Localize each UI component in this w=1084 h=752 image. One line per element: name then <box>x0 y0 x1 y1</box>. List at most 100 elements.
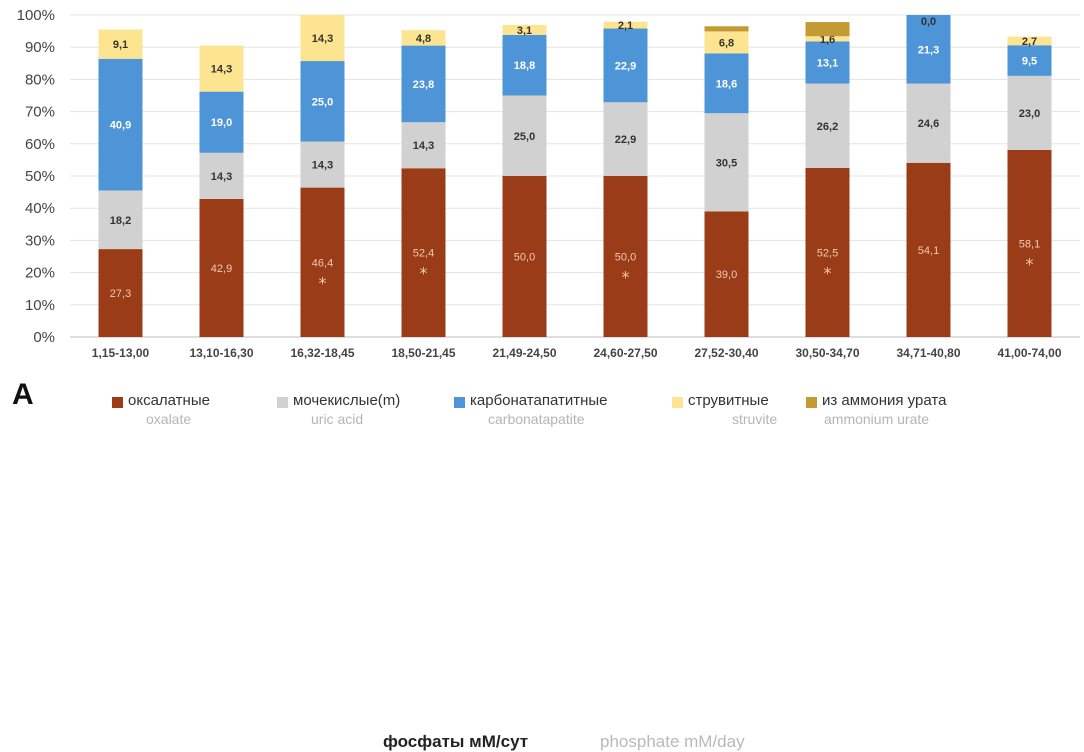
bar-segment <box>401 30 446 46</box>
bar-segment <box>906 83 951 163</box>
data-label: 18,6 <box>716 78 737 90</box>
x-tick-label: 18,50-21,45 <box>391 346 455 360</box>
data-label: 22,9 <box>615 134 636 146</box>
data-label: 18,2 <box>110 215 131 227</box>
data-label: 50,0 <box>514 252 535 264</box>
data-label: 58,1 <box>1019 238 1040 250</box>
bar-segment <box>300 61 345 142</box>
x-axis-title-ru: фосфаты мМ/сут <box>383 732 529 751</box>
legend-label-struvite-en: struvite <box>732 411 778 427</box>
bar-segment <box>401 168 446 337</box>
data-label: 30,5 <box>716 157 737 169</box>
x-tick-label: 1,15-13,00 <box>92 346 150 360</box>
data-label: 19,0 <box>211 117 232 129</box>
bar-segment <box>502 34 547 96</box>
y-tick-label: 40% <box>25 200 55 217</box>
y-tick-label: 20% <box>25 265 55 282</box>
data-label: 2,1 <box>618 20 633 32</box>
panel-label: A <box>12 378 34 411</box>
legend-swatch-uric-acid <box>277 397 288 408</box>
x-tick-label: 34,71-40,80 <box>896 346 960 360</box>
data-label: 46,4 <box>312 257 333 269</box>
bar-segment <box>805 167 850 337</box>
y-tick-label: 50% <box>25 168 55 185</box>
bar-segment <box>401 122 446 169</box>
legend-label-oxalate-en: oxalate <box>146 411 192 427</box>
data-label: 42,9 <box>211 263 232 275</box>
y-tick-label: 30% <box>25 232 55 249</box>
x-tick-label: 41,00-74,00 <box>997 346 1061 360</box>
data-label: 0,0 <box>921 16 936 28</box>
data-label: 26,2 <box>817 121 838 133</box>
bar-segment <box>704 211 749 337</box>
data-label: 52,4 <box>413 248 434 260</box>
data-label: 14,3 <box>211 171 232 183</box>
data-label: 3,1 <box>517 25 532 37</box>
bar-segment <box>704 53 749 114</box>
bar-segment <box>704 113 749 212</box>
data-label: 23,0 <box>1019 108 1040 120</box>
bar-segment <box>199 45 244 92</box>
y-tick-label: 80% <box>25 71 55 88</box>
legend-label-uric-acid: мочекислые(m) <box>293 392 401 409</box>
data-label: 54,1 <box>918 245 939 257</box>
bar-segment <box>98 190 143 250</box>
bar-segment <box>1007 75 1052 150</box>
x-tick-label: 30,50-34,70 <box>795 346 859 360</box>
bar-segment <box>502 176 547 337</box>
data-label: 1,6 <box>820 34 835 46</box>
bar-segment <box>1007 149 1052 337</box>
legend-swatch-ammonium-urate <box>806 397 817 408</box>
bar-segment <box>300 141 345 188</box>
y-tick-label: 10% <box>25 297 55 314</box>
data-label: 40,9 <box>110 120 131 132</box>
bar-segment <box>1007 36 1052 46</box>
legend-label-carbonatapatite: карбонатапатитные <box>470 392 608 409</box>
bar-segment <box>199 91 244 153</box>
legend: оксалатные oxalate мочекислые(m) uric ac… <box>112 392 1072 428</box>
data-label: 14,3 <box>312 160 333 172</box>
data-label: 14,3 <box>312 33 333 45</box>
legend-label-carbonatapatite-en: carbonatapatite <box>488 411 585 427</box>
data-label: 27,3 <box>110 288 131 300</box>
bar-segment <box>906 15 951 84</box>
bar-segment <box>1007 45 1052 76</box>
bar-segment <box>300 15 345 62</box>
y-tick-label: 70% <box>25 104 55 121</box>
legend-label-oxalate: оксалатные <box>128 392 210 409</box>
data-label: 4,8 <box>416 33 431 45</box>
data-label: 14,3 <box>211 64 232 76</box>
data-label: 22,9 <box>615 60 636 72</box>
legend-swatch-carbonatapatite <box>454 397 465 408</box>
bar-segment <box>704 31 749 54</box>
x-tick-label: 16,32-18,45 <box>290 346 354 360</box>
legend-label-struvite: струвитные <box>688 392 769 409</box>
significance-marker: * <box>824 263 832 282</box>
bar-segment <box>502 95 547 176</box>
bar-segment <box>98 249 143 337</box>
data-label: 23,8 <box>413 79 434 91</box>
y-tick-label: 90% <box>25 39 55 56</box>
bar-segment <box>199 198 244 337</box>
y-tick-label: 60% <box>25 136 55 153</box>
bar-segment <box>199 152 244 199</box>
data-label: 24,6 <box>918 118 939 130</box>
bar-segment <box>906 162 951 337</box>
bar-segment <box>98 58 143 191</box>
data-label: 25,0 <box>514 131 535 143</box>
data-label: 25,0 <box>312 96 333 108</box>
bar-segment <box>805 83 850 168</box>
data-label: 9,1 <box>113 39 128 51</box>
data-label: 21,3 <box>918 44 939 56</box>
significance-marker: * <box>420 264 428 283</box>
data-label: 6,8 <box>719 37 734 49</box>
significance-marker: * <box>319 273 327 292</box>
bar-segment <box>704 26 749 32</box>
bar-segment <box>98 29 143 59</box>
data-label: 50,0 <box>615 252 636 264</box>
data-label: 2,7 <box>1022 36 1037 48</box>
y-tick-label: 0% <box>33 329 55 346</box>
legend-swatch-struvite <box>672 397 683 408</box>
x-tick-label: 27,52-30,40 <box>694 346 758 360</box>
data-label: 14,3 <box>413 140 434 152</box>
